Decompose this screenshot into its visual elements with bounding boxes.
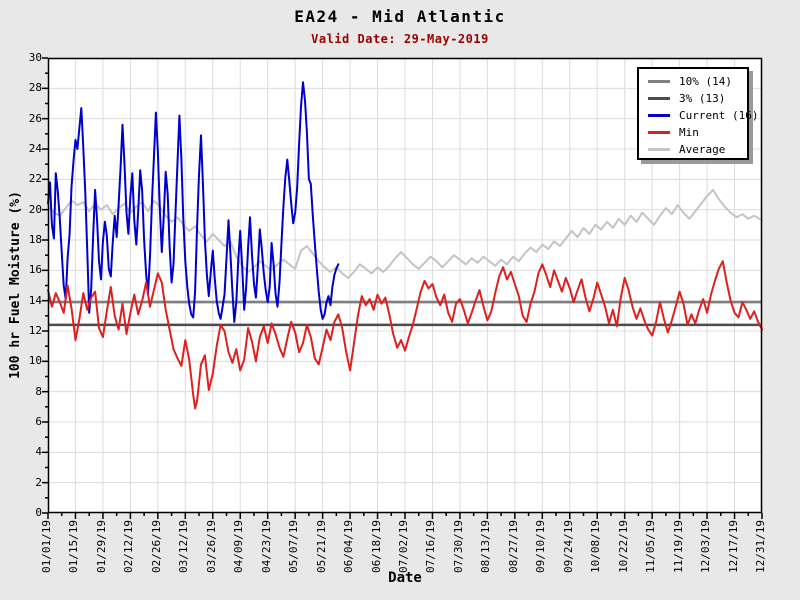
x-tick-label-07/30/19: 07/30/19 bbox=[451, 520, 465, 573]
legend-swatch-10pct bbox=[648, 80, 670, 83]
y-tick-label-24: 24 bbox=[28, 142, 42, 155]
x-tick-label-12/31/19: 12/31/19 bbox=[754, 520, 767, 573]
legend-item-3pct: 3% (13) bbox=[639, 90, 747, 107]
x-tick-label-01/15/19: 01/15/19 bbox=[67, 520, 81, 573]
x-tick-label-03/26/19: 03/26/19 bbox=[204, 520, 218, 573]
x-tick-label-02/12/19: 02/12/19 bbox=[122, 520, 136, 573]
y-tick-label-12: 12 bbox=[28, 324, 42, 337]
legend-swatch-min bbox=[648, 131, 670, 134]
x-tick-label-05/07/19: 05/07/19 bbox=[287, 520, 301, 573]
x-tick-label-08/27/19: 08/27/19 bbox=[506, 520, 520, 573]
x-tick-label-06/18/19: 06/18/19 bbox=[369, 520, 383, 573]
legend-label-average: Average bbox=[679, 143, 726, 156]
x-tick-label-09/10/19: 09/10/19 bbox=[534, 520, 548, 573]
y-tick-label-22: 22 bbox=[28, 172, 42, 186]
legend-label-3pct: 3% (13) bbox=[679, 92, 726, 105]
x-tick-label-10/08/19: 10/08/19 bbox=[589, 520, 603, 573]
x-tick-label-04/09/19: 04/09/19 bbox=[232, 520, 246, 573]
x-tick-label-07/16/19: 07/16/19 bbox=[424, 520, 438, 573]
y-tick-label-28: 28 bbox=[28, 81, 42, 95]
y-tick-label-30: 30 bbox=[28, 51, 42, 64]
chart-title: EA24 - Mid Atlantic bbox=[294, 7, 506, 26]
legend-swatch-average bbox=[648, 148, 670, 151]
x-tick-label-11/05/19: 11/05/19 bbox=[644, 520, 658, 573]
x-tick-label-02/26/19: 02/26/19 bbox=[149, 520, 163, 573]
x-tick-label-10/22/19: 10/22/19 bbox=[616, 520, 630, 573]
y-tick-label-10: 10 bbox=[28, 354, 42, 368]
y-tick-label-14: 14 bbox=[28, 293, 42, 307]
x-tick-label-09/24/19: 09/24/19 bbox=[561, 520, 575, 573]
x-tick-label-12/17/19: 12/17/19 bbox=[726, 520, 740, 573]
legend-label-min: Min bbox=[679, 126, 699, 139]
x-tick-label-06/04/19: 06/04/19 bbox=[342, 520, 356, 573]
x-tick-label-01/01/19: 01/01/19 bbox=[40, 520, 53, 573]
y-tick-label-8: 8 bbox=[35, 384, 42, 398]
y-tick-label-0: 0 bbox=[35, 506, 42, 519]
legend-item-average: Average bbox=[639, 141, 747, 158]
series-average bbox=[47, 188, 763, 279]
plot-border bbox=[47, 57, 763, 514]
y-tick-label-16: 16 bbox=[28, 263, 42, 277]
y-tick-label-6: 6 bbox=[35, 415, 42, 428]
y-tick-label-20: 20 bbox=[28, 202, 42, 216]
x-tick-label-12/03/19: 12/03/19 bbox=[699, 520, 713, 573]
x-tick-label-01/29/19: 01/29/19 bbox=[94, 520, 108, 573]
x-tick-label-08/13/19: 08/13/19 bbox=[479, 520, 493, 573]
legend: 10% (14) 3% (13) Current (16) Min Averag… bbox=[637, 67, 758, 160]
legend-item-min: Min bbox=[639, 124, 747, 141]
y-tick-label-2: 2 bbox=[35, 475, 42, 489]
legend-item-10pct: 10% (14) bbox=[639, 73, 747, 90]
legend-label-current: Current (16) bbox=[679, 109, 759, 122]
legend-swatch-3pct bbox=[648, 97, 670, 100]
y-tick-label-18: 18 bbox=[28, 233, 42, 246]
legend-label-10pct: 10% (14) bbox=[679, 75, 732, 88]
x-tick-label-07/02/19: 07/02/19 bbox=[397, 520, 410, 573]
series-min bbox=[47, 260, 763, 410]
legend-item-current: Current (16) bbox=[639, 107, 758, 124]
x-tick-label-11/19/19: 11/19/19 bbox=[671, 520, 685, 573]
series-current-16- bbox=[47, 81, 340, 323]
x-tick-label-04/23/19: 04/23/19 bbox=[259, 520, 273, 573]
x-tick-label-03/12/19: 03/12/19 bbox=[177, 520, 191, 573]
valid-date-subtitle: Valid Date: 29-May-2019 bbox=[311, 32, 489, 46]
x-tick-label-05/21/19: 05/21/19 bbox=[314, 520, 328, 573]
x-axis-title: Date bbox=[388, 570, 422, 586]
y-tick-label-4: 4 bbox=[35, 445, 42, 459]
legend-swatch-current bbox=[648, 114, 670, 117]
y-axis-title: 100 hr Fuel Moisture (%) bbox=[8, 191, 23, 379]
y-tick-label-26: 26 bbox=[28, 111, 42, 125]
